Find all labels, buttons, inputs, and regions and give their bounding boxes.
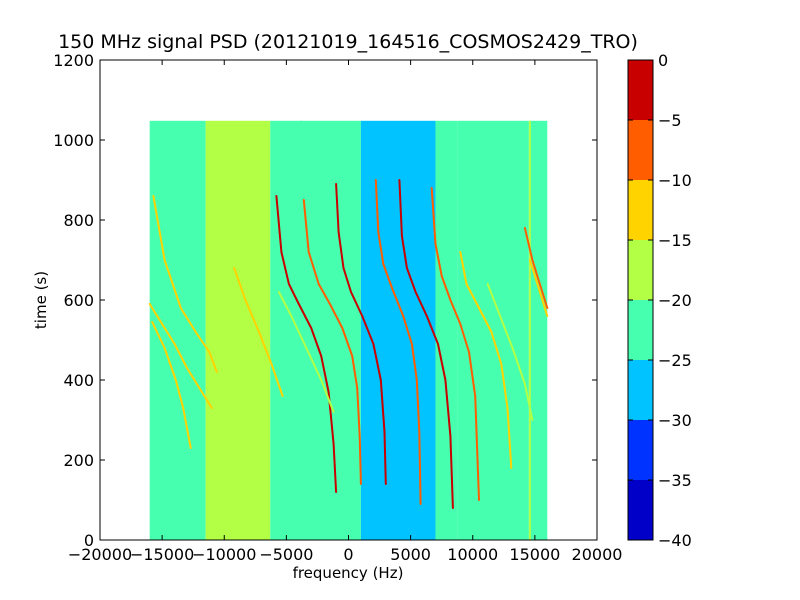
y-tick-label-6: 1200 <box>53 51 94 70</box>
psd-trace-5 <box>302 199 362 485</box>
colorbar-level-6 <box>628 120 653 180</box>
x-tick-label-3: −5000 <box>259 545 313 564</box>
chart-title: 150 MHz signal PSD (20121019_164516_COSM… <box>58 31 638 53</box>
heatmap <box>148 120 549 541</box>
x-tick-label-6: 10000 <box>447 545 498 564</box>
y-tick-label-5: 1000 <box>53 131 94 150</box>
colorbar-tick-label-6: −30 <box>658 411 692 430</box>
colorbar-level-2 <box>628 360 653 420</box>
colorbar-level-7 <box>628 60 653 120</box>
psd-band-4 <box>435 120 458 541</box>
colorbar-level-1 <box>628 420 653 480</box>
y-tick-label-3: 600 <box>63 291 94 310</box>
psd-trace-14 <box>486 283 534 421</box>
psd-trace-6 <box>335 183 387 485</box>
psd-trace-12 <box>528 259 549 317</box>
psd-trace-13 <box>277 291 335 413</box>
x-tick-label-1: −15000 <box>130 545 194 564</box>
y-tick-label-4: 800 <box>63 211 94 230</box>
plot-area: −20000−15000−10000 −5000 0 5000 10000 15000 20… <box>53 51 622 564</box>
colorbar-tick-label-7: −35 <box>658 471 692 490</box>
colorbar: 0 −5 −10 −15 −20 −25 −30 −35 −40 <box>627 51 692 550</box>
y-axis: 0 200 400 600 800 1000 1200 <box>53 51 597 550</box>
colorbar-tick-label-2: −10 <box>658 171 692 190</box>
colorbar-tick-label-1: −5 <box>658 111 682 130</box>
colorbar-tick-label-0: 0 <box>658 51 668 70</box>
colorbar-level-0 <box>628 480 653 540</box>
psd-band-5 <box>457 120 529 541</box>
x-tick-label-5: 5000 <box>390 545 431 564</box>
x-tick-label-2: −10000 <box>192 545 256 564</box>
x-axis-label: frequency (Hz) <box>293 564 404 582</box>
y-tick-label-2: 400 <box>63 371 94 390</box>
colorbar-level-3 <box>628 300 653 360</box>
psd-band-0 <box>149 120 206 541</box>
psd-band-3 <box>360 120 436 541</box>
psd-trace-11 <box>523 227 549 309</box>
psd-trace-10 <box>459 251 513 469</box>
x-tick-label-0: −20000 <box>68 545 132 564</box>
x-tick-label-4: 0 <box>343 545 353 564</box>
psd-band-6 <box>528 120 548 541</box>
psd-band-1 <box>205 120 271 541</box>
psd-trace-4 <box>275 195 338 493</box>
psd-trace-3 <box>233 267 284 397</box>
y-tick-label-1: 200 <box>63 451 94 470</box>
psd-trace-1 <box>148 303 213 409</box>
psd-trace-7 <box>374 179 422 505</box>
colorbar-level-5 <box>628 180 653 240</box>
y-tick-label-0: 0 <box>84 531 94 550</box>
x-tick-label-8: 20000 <box>572 545 623 564</box>
x-tick-label-7: 15000 <box>509 545 560 564</box>
psd-band-2 <box>270 120 361 541</box>
colorbar-tick-label-3: −15 <box>658 231 692 250</box>
psd-trace-2 <box>151 321 192 449</box>
psd-trace-8 <box>398 179 454 509</box>
psd-trace-9 <box>430 187 480 501</box>
colorbar-tick-label-8: −40 <box>658 531 692 550</box>
colorbar-level-4 <box>628 240 653 300</box>
y-axis-label: time (s) <box>32 271 50 329</box>
colorbar-tick-label-5: −25 <box>658 351 692 370</box>
psd-trace-0 <box>152 195 218 373</box>
colorbar-tick-label-4: −20 <box>658 291 692 310</box>
x-axis: −20000−15000−10000 −5000 0 5000 10000 15000 20… <box>68 60 623 564</box>
